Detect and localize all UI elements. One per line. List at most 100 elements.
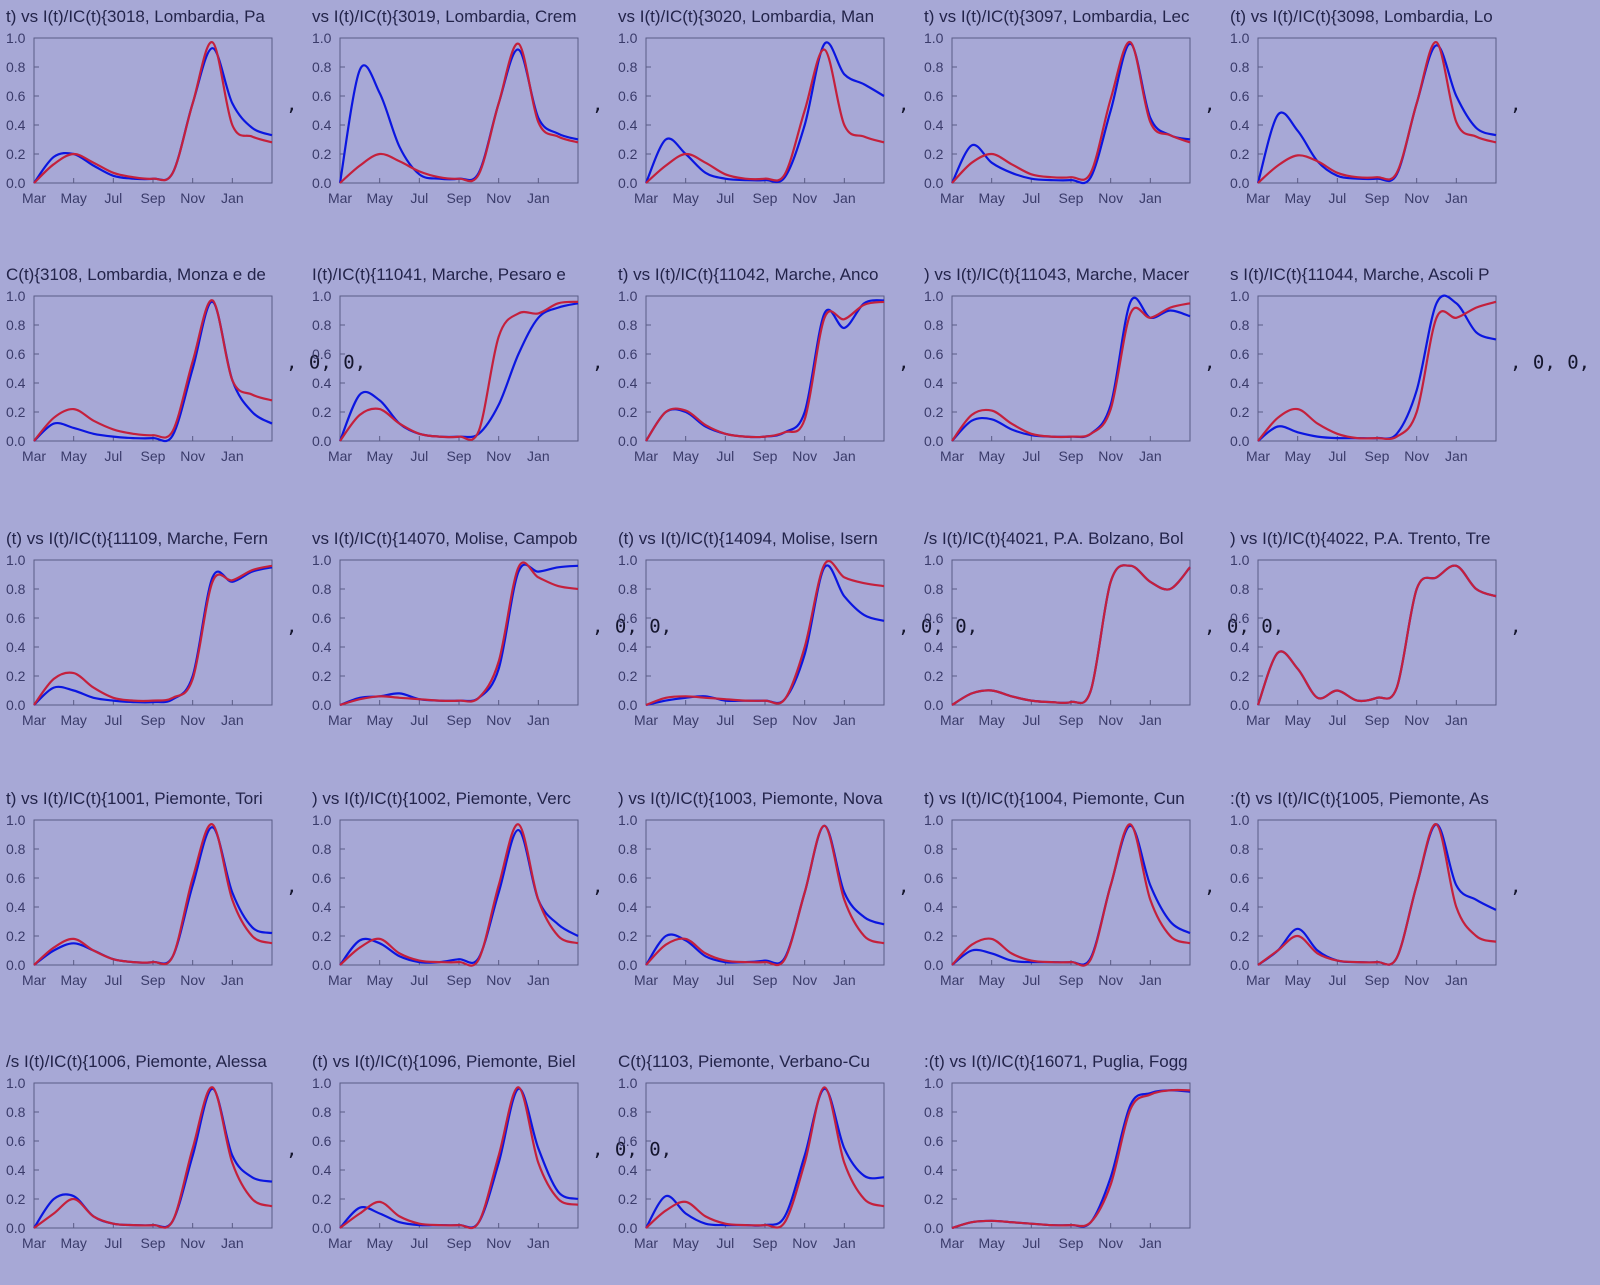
x-tick-label: Sep	[753, 712, 778, 728]
x-tick-label: Jan	[833, 190, 856, 206]
y-tick-label: 0.2	[924, 668, 944, 684]
y-tick-label: 0.8	[312, 841, 332, 857]
list-separator: ,	[286, 876, 297, 898]
y-tick-label: 0.0	[1230, 175, 1250, 191]
y-tick-label: 0.2	[924, 928, 944, 944]
x-tick-label: Nov	[792, 190, 817, 206]
plot-frame	[1257, 559, 1497, 706]
y-tick-label: 0.0	[618, 433, 638, 449]
list-separator: , 0, 0,	[592, 1139, 672, 1161]
x-tick-label: Sep	[141, 972, 166, 988]
panel-title: s I(t)/IC(t){11044, Marche, Ascoli P	[1230, 265, 1490, 284]
y-tick-label: 0.2	[312, 928, 332, 944]
x-tick-label: Nov	[792, 1235, 817, 1251]
x-tick-label: May	[60, 190, 86, 206]
y-tick-label: 0.4	[1230, 639, 1250, 655]
x-tick-label: May	[672, 712, 698, 728]
list-separator: ,	[592, 876, 603, 898]
panel-title: ) vs I(t)/IC(t){11043, Marche, Macer	[924, 265, 1189, 284]
plot-frame	[33, 559, 273, 706]
y-tick-label: 0.4	[6, 639, 26, 655]
x-tick-label: May	[1284, 972, 1310, 988]
x-tick-label: Sep	[447, 448, 472, 464]
x-tick-label: Mar	[634, 1235, 658, 1251]
panel-3: vs I(t)/IC(t){3020, Lombardia, Man 0.0 0.2…	[618, 8, 909, 206]
y-tick-label: 1.0	[618, 30, 638, 46]
plot-frame	[339, 295, 579, 442]
x-tick-label: Jan	[1445, 448, 1468, 464]
panel-6: C(t){3108, Lombardia, Monza e de 0.0 0.2 0.…	[6, 266, 366, 464]
series-a-line	[1256, 44, 1497, 184]
series-a-line	[339, 1087, 579, 1229]
plot-frame	[339, 1082, 579, 1229]
x-tick-label: Sep	[141, 1235, 166, 1251]
list-separator: , 0, 0,	[592, 616, 672, 638]
y-tick-label: 0.4	[6, 375, 26, 391]
x-tick-label: Jul	[1328, 712, 1346, 728]
y-tick-label: 0.2	[6, 928, 26, 944]
panel-4: t) vs I(t)/IC(t){3097, Lombardia, Lec 0.0…	[924, 8, 1215, 206]
y-tick-label: 0.4	[312, 117, 332, 133]
y-tick-label: 0.2	[6, 404, 26, 420]
y-tick-label: 0.8	[618, 581, 638, 597]
panel-13: (t) vs I(t)/IC(t){14094, Molise, Isern 0.…	[618, 530, 978, 728]
y-tick-label: 0.8	[1230, 59, 1250, 75]
y-tick-label: 0.4	[6, 1162, 26, 1178]
panel-title: I(t)/IC(t){11041, Marche, Pesaro e	[312, 265, 566, 284]
x-tick-label: Jul	[410, 448, 428, 464]
x-tick-label: Sep	[141, 448, 166, 464]
panel-23: C(t){1103, Piemonte, Verbano-Cu 0.0 0.2 0.4…	[618, 1053, 885, 1251]
x-tick-label: Mar	[22, 190, 46, 206]
x-tick-label: Jul	[716, 1235, 734, 1251]
panel-1: t) vs I(t)/IC(t){3018, Lombardia, Pa 0.0 0…	[6, 8, 297, 206]
series-a-line	[33, 566, 273, 706]
x-tick-label: Mar	[940, 1235, 964, 1251]
x-tick-label: May	[978, 1235, 1004, 1251]
y-tick-label: 0.2	[312, 1191, 332, 1207]
y-tick-label: 0.8	[618, 841, 638, 857]
y-tick-label: 0.2	[618, 404, 638, 420]
x-tick-label: Mar	[1246, 190, 1270, 206]
y-tick-label: 0.8	[6, 841, 26, 857]
y-tick-label: 0.8	[312, 59, 332, 75]
panel-title: vs I(t)/IC(t){3019, Lombardia, Crem	[312, 7, 577, 26]
y-tick-label: 0.0	[312, 175, 332, 191]
x-tick-label: Sep	[753, 190, 778, 206]
x-tick-label: May	[60, 448, 86, 464]
x-tick-label: Nov	[1098, 190, 1123, 206]
y-tick-label: 1.0	[1230, 812, 1250, 828]
x-tick-label: Nov	[1404, 712, 1429, 728]
panel-title: ) vs I(t)/IC(t){4022, P.A. Trento, Tre	[1230, 529, 1490, 548]
x-tick-label: Nov	[1098, 1235, 1123, 1251]
x-tick-label: May	[1284, 448, 1310, 464]
x-tick-label: May	[366, 1235, 392, 1251]
y-tick-label: 1.0	[6, 288, 26, 304]
x-tick-label: May	[672, 448, 698, 464]
y-tick-label: 0.0	[924, 1220, 944, 1236]
plot-frame	[951, 559, 1191, 706]
list-separator: , 0, 0,	[1204, 616, 1284, 638]
x-tick-label: May	[672, 1235, 698, 1251]
x-tick-label: May	[672, 972, 698, 988]
x-tick-label: Sep	[447, 972, 472, 988]
y-tick-label: 0.8	[6, 1104, 26, 1120]
series-a-line	[951, 564, 1191, 706]
x-tick-label: Mar	[634, 972, 658, 988]
y-tick-label: 0.0	[924, 957, 944, 973]
x-tick-label: Mar	[1246, 972, 1270, 988]
x-tick-label: Jul	[104, 1235, 122, 1251]
series-a-line	[338, 302, 579, 442]
series-b-line	[33, 41, 273, 184]
x-tick-label: May	[366, 972, 392, 988]
plot-frame	[645, 37, 885, 184]
x-tick-label: Jul	[410, 1235, 428, 1251]
series-a-line	[33, 300, 273, 443]
y-tick-label: 0.8	[6, 317, 26, 333]
y-tick-label: 0.0	[312, 1220, 332, 1236]
series-a-line	[951, 296, 1191, 442]
panel-title: /s I(t)/IC(t){1006, Piemonte, Alessa	[6, 1052, 267, 1071]
x-tick-label: Jul	[1022, 448, 1040, 464]
y-tick-label: 0.6	[618, 610, 638, 626]
panel-21: /s I(t)/IC(t){1006, Piemonte, Alessa 0.0 0…	[6, 1052, 297, 1251]
x-tick-label: Mar	[1246, 448, 1270, 464]
